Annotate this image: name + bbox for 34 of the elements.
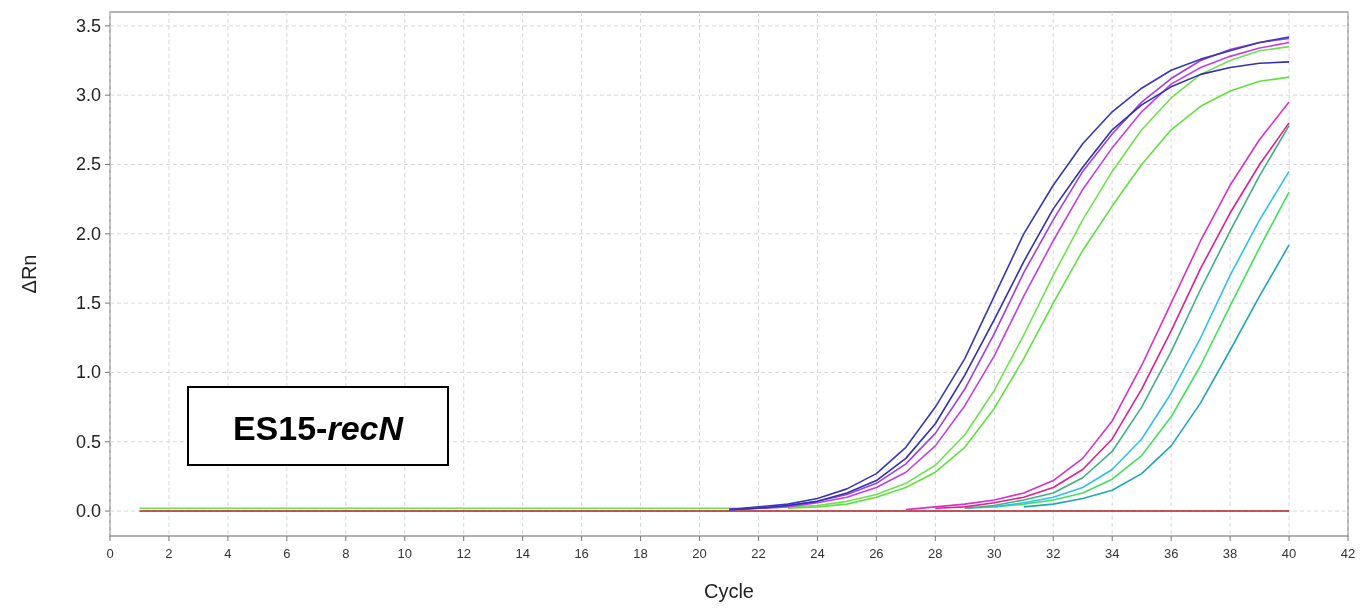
x-tick-label: 28: [928, 546, 943, 561]
x-tick-label: 8: [342, 546, 350, 561]
annotation-box: ES15-recN: [187, 386, 449, 466]
x-tick-label: 14: [515, 546, 530, 561]
y-tick-label: 1.0: [75, 362, 101, 383]
y-axis-title: ΔRn: [18, 254, 40, 294]
x-tick-label: 36: [1163, 546, 1179, 561]
x-axis-title: Cycle: [703, 580, 755, 602]
y-tick-label: 3.5: [75, 15, 101, 36]
x-tick-label: 2: [165, 546, 173, 561]
x-tick-label: 42: [1340, 546, 1356, 561]
x-tick-label: 26: [869, 546, 884, 561]
x-tick-label: 22: [751, 546, 766, 561]
y-tick-label: 0.5: [75, 431, 101, 452]
x-tick-label: 20: [692, 546, 707, 561]
x-tick-label: 12: [456, 546, 471, 561]
x-tick-label: 34: [1104, 546, 1120, 561]
x-tick-label: 6: [283, 546, 291, 561]
y-tick-label: 1.5: [75, 293, 101, 314]
y-tick-label: 2.0: [75, 223, 101, 244]
x-tick-label: 10: [397, 546, 412, 561]
x-tick-label: 40: [1281, 546, 1297, 561]
x-tick-label: 18: [633, 546, 648, 561]
x-tick-label: 24: [810, 546, 825, 561]
annotation: ES15-recN: [232, 409, 405, 447]
x-tick-label: 0: [106, 546, 114, 561]
x-tick-label: 16: [574, 546, 589, 561]
x-tick-label: 30: [987, 546, 1002, 561]
y-tick-label: 3.0: [75, 85, 101, 106]
x-tick-label: 32: [1046, 546, 1061, 561]
y-tick-label: 2.5: [75, 154, 101, 175]
x-tick-label: 38: [1222, 546, 1238, 561]
x-tick-label: 4: [224, 546, 232, 561]
y-tick-label: 0.0: [75, 501, 101, 522]
